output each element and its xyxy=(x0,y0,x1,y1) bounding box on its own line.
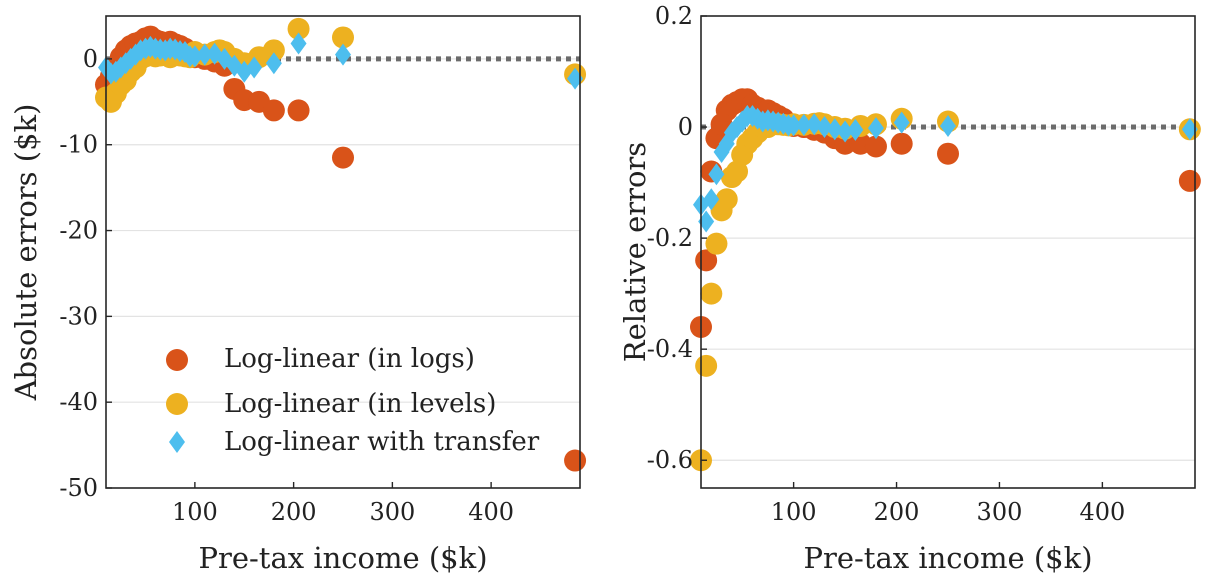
x-tick-label: 400 xyxy=(1079,498,1125,526)
legend-label: Log-linear (in logs) xyxy=(224,344,475,374)
y-tick-label: 0 xyxy=(678,113,693,141)
y-tick-label: -0.2 xyxy=(647,224,693,252)
data-point-diamond xyxy=(290,32,307,55)
data-point-diamond xyxy=(867,117,884,140)
data-point-diamond xyxy=(940,114,956,137)
y-tick-label: 0.2 xyxy=(655,2,693,30)
x-axis-label: Pre-tax income ($k) xyxy=(803,541,1092,575)
data-point xyxy=(564,449,587,472)
y-tick-label: -10 xyxy=(59,131,98,159)
data-point-diamond xyxy=(567,67,584,90)
data-point xyxy=(332,146,354,169)
x-tick-label: 200 xyxy=(271,498,317,526)
legend-item-levels: Log-linear (in levels) xyxy=(166,389,496,419)
y-tick-label: -50 xyxy=(59,474,98,502)
y-axis-label: Relative errors xyxy=(618,142,652,362)
x-tick-label: 300 xyxy=(369,498,415,526)
data-point-diamond xyxy=(1181,118,1198,141)
relative-errors-panel: 0.2 0 -0.2 -0.4 -0.6 100 200 300 400 Relative er… xyxy=(618,2,1201,575)
data-point-diamond xyxy=(698,210,715,233)
x-axis-label: Pre-tax income ($k) xyxy=(198,541,487,575)
legend-label: Log-linear with transfer xyxy=(224,427,540,457)
x-tick-label: 300 xyxy=(977,498,1023,526)
data-point-diamond xyxy=(826,118,843,141)
data-point xyxy=(715,188,738,211)
data-point-diamond xyxy=(806,113,823,136)
data-point-diamond xyxy=(816,116,833,139)
data-point xyxy=(262,99,285,122)
legend-marker-diamond xyxy=(169,431,185,453)
data-point xyxy=(287,99,310,122)
y-tick-label: -0.4 xyxy=(647,335,693,363)
data-point xyxy=(937,142,959,165)
series-transfer xyxy=(693,104,1198,233)
data-point-diamond xyxy=(837,120,854,143)
data-point xyxy=(890,132,913,155)
plot-area-frame xyxy=(105,15,581,489)
data-point xyxy=(262,39,285,62)
legend-item-logs: Log-linear (in logs) xyxy=(166,344,475,374)
data-point-diamond xyxy=(795,113,812,136)
data-point-diamond xyxy=(893,111,910,134)
y-tick-label: -20 xyxy=(59,217,98,245)
legend: Log-linear (in logs) Log-linear (in leve… xyxy=(166,344,540,457)
legend-item-transfer: Log-linear with transfer xyxy=(169,427,540,457)
legend-marker-circle xyxy=(166,393,188,415)
data-point-diamond xyxy=(206,42,223,65)
absolute-errors-panel: 0 -10 -20 -30 -40 -50 100 200 300 400 Absolute er… xyxy=(9,15,587,575)
data-point-diamond xyxy=(785,114,802,137)
plot-area-frame xyxy=(700,15,1196,489)
data-point xyxy=(705,232,728,255)
y-tick-label: -40 xyxy=(59,388,98,416)
data-point-diamond xyxy=(708,163,725,186)
data-point-diamond xyxy=(186,45,203,68)
data-point-diamond xyxy=(246,56,263,79)
x-tick-label: 200 xyxy=(874,498,920,526)
data-point xyxy=(1178,169,1201,192)
data-point-diamond xyxy=(847,118,864,141)
x-tick-label: 100 xyxy=(172,498,218,526)
y-axis-label: Absolute errors ($k) xyxy=(9,104,43,402)
data-point-diamond xyxy=(723,121,740,144)
data-point-diamond xyxy=(335,43,351,66)
data-point xyxy=(332,26,354,49)
data-point-diamond xyxy=(107,60,124,83)
data-point xyxy=(700,282,723,305)
data-point xyxy=(287,17,310,40)
y-tick-label: -30 xyxy=(59,302,98,330)
data-point xyxy=(726,160,749,183)
y-tick-label: -0.6 xyxy=(647,446,693,474)
legend-label: Log-linear (in levels) xyxy=(224,389,496,419)
data-point-diamond xyxy=(265,52,282,75)
data-point xyxy=(864,135,887,158)
x-tick-label: 400 xyxy=(468,498,514,526)
legend-marker-circle xyxy=(166,349,188,371)
data-point xyxy=(695,354,718,377)
data-point-diamond xyxy=(703,188,720,211)
data-point-diamond xyxy=(236,60,253,83)
y-tick-label: 0 xyxy=(83,45,98,73)
data-point-diamond xyxy=(196,43,213,66)
series-transfer xyxy=(98,32,584,90)
x-tick-label: 100 xyxy=(771,498,817,526)
